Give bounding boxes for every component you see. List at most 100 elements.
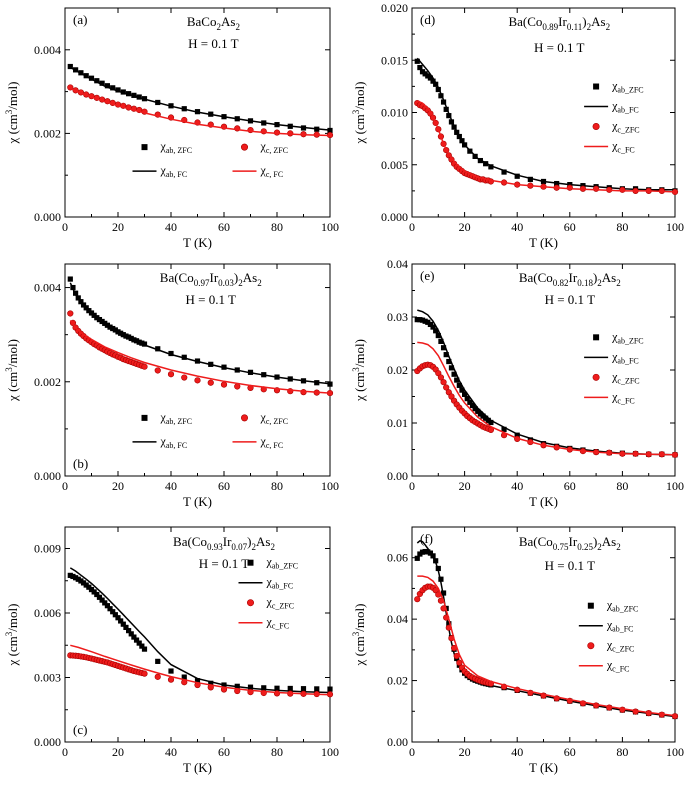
data-point-square (419, 69, 426, 75)
data-point-square (427, 321, 434, 328)
y-tick-label: 0.000 (34, 735, 61, 749)
legend-label: χab_FC (611, 99, 639, 115)
x-tick-label: 60 (218, 220, 230, 234)
legend-subscript: c_ZFC (617, 376, 639, 385)
x-tick-label: 100 (321, 220, 339, 234)
data-point-circle (619, 186, 626, 193)
data-point-square (168, 350, 174, 357)
title-part: BaCo (187, 14, 217, 29)
data-point-square (527, 176, 533, 182)
data-point-circle (207, 379, 214, 386)
x-tick-label: 20 (459, 220, 471, 234)
y-label-main: χ (cm (5, 114, 20, 144)
legend-subscript: ab_FC (617, 356, 638, 365)
data-point-square (139, 643, 145, 649)
y-label-main: χ (cm (352, 114, 367, 144)
data-point-square (126, 628, 132, 634)
compound-title: BaCo2As2 (187, 14, 240, 32)
data-point-circle (220, 381, 228, 388)
legend-symbol: χ (160, 163, 167, 177)
data-point-circle (194, 377, 201, 384)
data-point-square (104, 83, 110, 89)
data-point-square (136, 640, 142, 646)
legend-label: χc_ZFC (611, 369, 640, 385)
data-point-square (488, 419, 494, 426)
legend-subscript: ab_FC (272, 582, 293, 591)
legend-subscript: c_FC (612, 665, 629, 674)
data-point-square (115, 87, 121, 93)
data-point-square (314, 686, 320, 692)
data-point-square (435, 332, 441, 339)
field-label: H = 0.1 T (534, 40, 584, 55)
data-point-square (454, 377, 460, 383)
y-label-tail: /mol) (352, 82, 367, 110)
legend-subscript: c_FC (617, 396, 634, 405)
data-point-square (155, 658, 161, 664)
title-subscript: 0.07 (231, 542, 247, 552)
data-point-square (110, 85, 116, 91)
data-point-square (168, 668, 174, 674)
x-tick-label: 40 (165, 479, 177, 493)
data-point-circle (443, 384, 450, 391)
data-point-square (422, 548, 428, 555)
legend-label: χab_FC (611, 349, 639, 365)
y-tick-label: 0.020 (381, 1, 408, 15)
data-point-square (448, 119, 455, 125)
title-subscript: 2 (257, 278, 262, 288)
y-tick-label: 0.010 (381, 106, 408, 120)
title-subscript: 2 (216, 22, 221, 32)
title-subscript: 2 (270, 542, 275, 552)
series-line (69, 87, 331, 137)
legend-label: χab, ZFC (160, 410, 193, 426)
data-point-square (126, 334, 132, 340)
x-tick-label: 60 (564, 220, 576, 234)
series-line (69, 320, 331, 394)
legend-subscript: c, FC (266, 170, 283, 179)
x-tick-label: 0 (409, 220, 415, 234)
legend-circle (241, 414, 249, 422)
legend-subscript: ab_ZFC (617, 86, 643, 95)
x-tick-label: 100 (666, 220, 684, 234)
x-tick-label: 100 (666, 479, 684, 493)
data-point-square (300, 686, 307, 692)
data-point-circle (141, 363, 148, 370)
data-point-circle (592, 185, 600, 192)
data-point-circle (154, 673, 161, 680)
data-point-square (438, 338, 444, 344)
y-label-main: χ (cm (352, 372, 367, 402)
y-tick-label: 0.015 (381, 53, 408, 67)
data-point-square (443, 352, 449, 358)
data-point-circle (234, 383, 241, 390)
data-point-square (419, 549, 426, 555)
data-point-square (485, 417, 491, 423)
data-point-square (501, 426, 507, 432)
data-point-square (112, 612, 118, 618)
y-tick-label: 0.003 (34, 671, 61, 685)
data-point-square (67, 63, 73, 70)
series-line (69, 282, 331, 385)
legend-label: χc_FC (611, 139, 635, 155)
legend-subscript: c, ZFC (266, 417, 288, 426)
x-tick-label: 0 (62, 479, 68, 493)
title-part: Ba(Co (160, 270, 194, 285)
legend-label: χab_FC (606, 618, 634, 634)
series-c_fc-3 (417, 575, 676, 717)
legend-symbol: χ (611, 119, 618, 133)
data-point-square (435, 86, 441, 93)
legend-symbol: χ (611, 79, 618, 93)
field-label: H = 0.1 T (545, 292, 595, 307)
data-point-square (462, 391, 468, 397)
y-tick-label: 0.002 (34, 126, 61, 140)
x-tick-label: 20 (112, 220, 124, 234)
x-tick-label: 100 (321, 479, 339, 493)
plot-frame (64, 526, 331, 743)
compound-title: Ba(Co0.97Ir0.03)2As2 (160, 270, 262, 288)
data-point-square (417, 64, 423, 71)
x-axis-label: T (K) (183, 494, 212, 509)
title-subscript: 2 (616, 278, 621, 288)
legend-symbol: χ (611, 389, 618, 403)
legend-label: χab_ZFC (611, 79, 644, 95)
legend-symbol: χ (611, 329, 618, 343)
